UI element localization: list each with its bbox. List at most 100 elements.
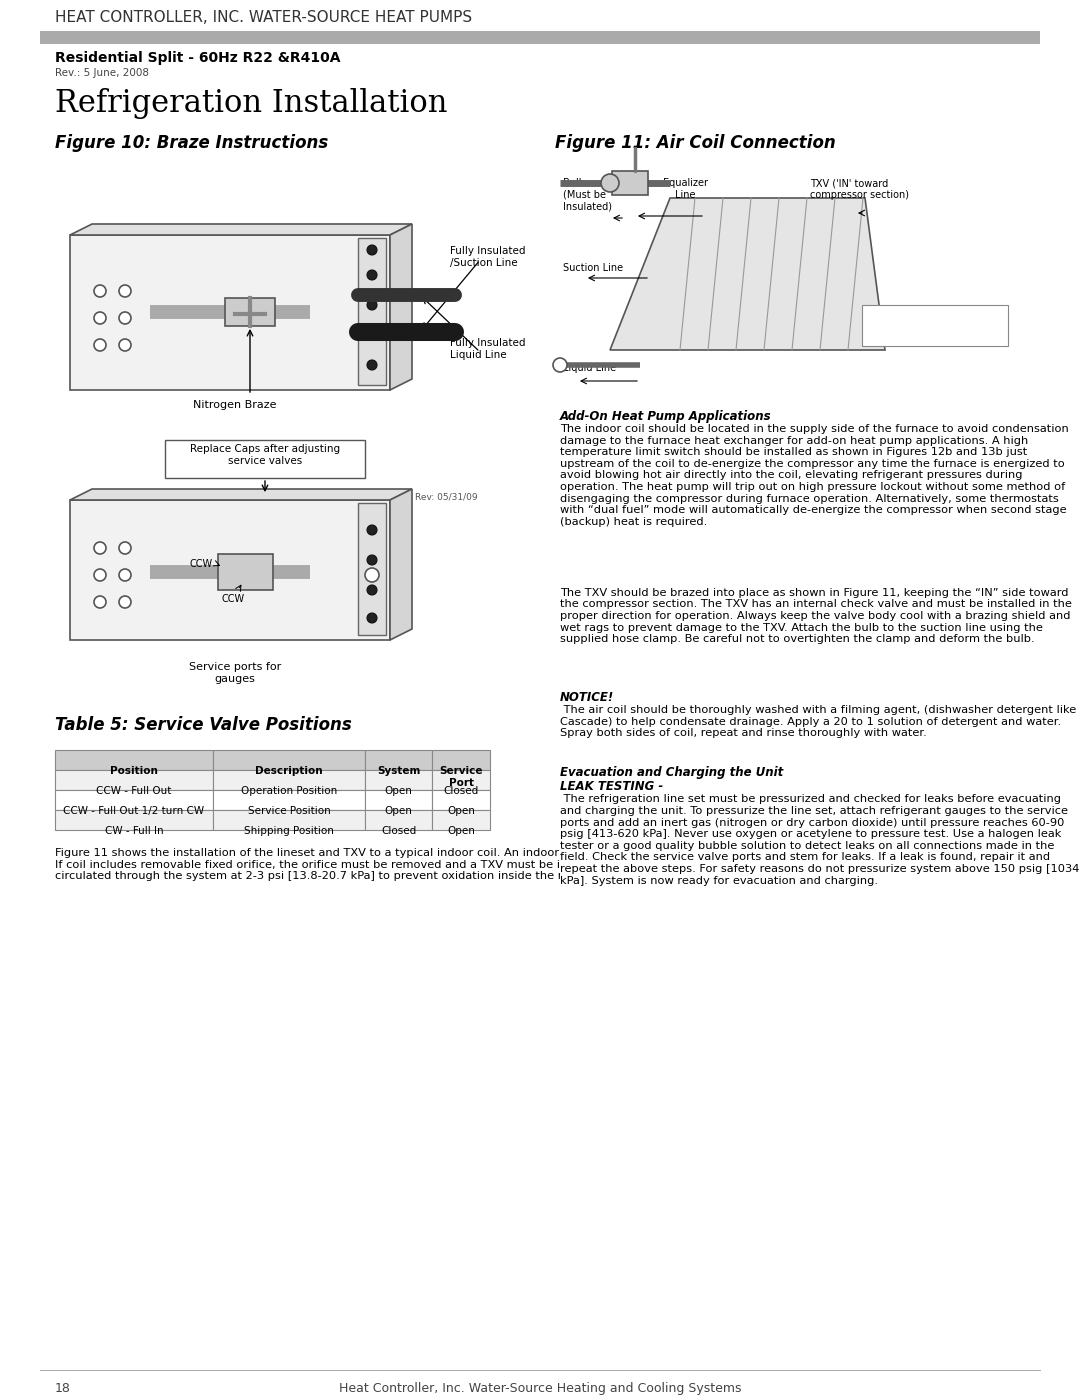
Bar xyxy=(55,770,213,789)
Bar xyxy=(612,170,648,196)
Text: 18: 18 xyxy=(55,1382,71,1396)
Circle shape xyxy=(367,360,377,370)
Text: Figure 11: Air Coil Connection: Figure 11: Air Coil Connection xyxy=(555,134,836,152)
Text: LEAK TESTING -: LEAK TESTING - xyxy=(561,781,663,793)
Text: Open: Open xyxy=(447,806,475,816)
Text: Liquid Line: Liquid Line xyxy=(563,363,616,373)
Text: Add-On Heat Pump Applications: Add-On Heat Pump Applications xyxy=(561,409,771,423)
Text: Table 5: Service Valve Positions: Table 5: Service Valve Positions xyxy=(55,717,352,733)
Circle shape xyxy=(119,597,131,608)
Text: Bulb
(Must be
Insulated): Bulb (Must be Insulated) xyxy=(563,177,612,211)
Bar xyxy=(225,298,275,326)
Text: Residential Split - 60Hz R22 &R410A: Residential Split - 60Hz R22 &R410A xyxy=(55,52,340,66)
Text: Open: Open xyxy=(384,806,413,816)
Text: HEAT CONTROLLER, INC. WATER-SOURCE HEAT PUMPS: HEAT CONTROLLER, INC. WATER-SOURCE HEAT … xyxy=(55,10,472,25)
Text: Service Position: Service Position xyxy=(247,806,330,816)
Circle shape xyxy=(119,312,131,324)
Text: Replace Caps after adjusting
service valves: Replace Caps after adjusting service val… xyxy=(190,444,340,465)
Circle shape xyxy=(119,569,131,581)
Bar xyxy=(432,770,490,789)
Bar xyxy=(55,750,213,770)
Text: The air coil should be thoroughly washed with a filming agent, (dishwasher deter: The air coil should be thoroughly washed… xyxy=(561,705,1077,738)
Text: CCW - Full Out 1/2 turn CW: CCW - Full Out 1/2 turn CW xyxy=(64,806,204,816)
Circle shape xyxy=(367,613,377,623)
Text: Nitrogen Braze: Nitrogen Braze xyxy=(193,400,276,409)
Text: Evacuation and Charging the Unit: Evacuation and Charging the Unit xyxy=(561,767,783,780)
Polygon shape xyxy=(70,224,411,235)
Polygon shape xyxy=(390,224,411,390)
Bar xyxy=(365,750,432,770)
Text: Heat Controller, Inc. Water-Source Heating and Cooling Systems: Heat Controller, Inc. Water-Source Heati… xyxy=(339,1382,741,1396)
Text: Figure 10: Braze Instructions: Figure 10: Braze Instructions xyxy=(55,134,328,152)
Circle shape xyxy=(119,339,131,351)
Text: Fully Insulated
Liquid Line: Fully Insulated Liquid Line xyxy=(450,338,526,360)
Bar xyxy=(55,789,213,810)
Text: Closed: Closed xyxy=(444,787,478,796)
FancyBboxPatch shape xyxy=(862,305,1008,346)
Bar xyxy=(365,789,432,810)
Circle shape xyxy=(94,569,106,581)
Circle shape xyxy=(367,525,377,535)
Circle shape xyxy=(553,358,567,372)
Bar xyxy=(213,750,365,770)
Bar xyxy=(432,810,490,830)
Text: The indoor coil should be located in the supply side of the furnace to avoid con: The indoor coil should be located in the… xyxy=(561,425,1069,527)
Bar xyxy=(432,750,490,770)
Polygon shape xyxy=(610,198,885,351)
Circle shape xyxy=(94,542,106,555)
Bar xyxy=(213,789,365,810)
Bar xyxy=(357,503,386,636)
Text: Refrigeration Installation: Refrigeration Installation xyxy=(55,88,447,119)
Text: TXV has internal
check valve: TXV has internal check valve xyxy=(870,313,950,335)
Bar xyxy=(218,555,273,590)
Bar xyxy=(365,810,432,830)
Circle shape xyxy=(600,175,619,191)
Bar xyxy=(432,789,490,810)
Text: CCW: CCW xyxy=(221,594,244,604)
Text: Fully Insulated
/Suction Line: Fully Insulated /Suction Line xyxy=(450,246,526,268)
Circle shape xyxy=(94,597,106,608)
Circle shape xyxy=(367,270,377,279)
Text: Description: Description xyxy=(255,766,323,775)
Text: Equalizer
Line: Equalizer Line xyxy=(662,177,707,200)
Circle shape xyxy=(367,300,377,310)
Text: NOTICE!: NOTICE! xyxy=(561,692,615,704)
Bar xyxy=(70,500,390,640)
Circle shape xyxy=(119,542,131,555)
Circle shape xyxy=(367,585,377,595)
Bar xyxy=(70,235,390,390)
Text: CW - Full In: CW - Full In xyxy=(105,826,163,835)
Text: Service ports for
gauges: Service ports for gauges xyxy=(189,662,281,683)
Text: Open: Open xyxy=(384,787,413,796)
Text: TXV ('IN' toward
compressor section): TXV ('IN' toward compressor section) xyxy=(810,177,909,200)
Text: Operation Position: Operation Position xyxy=(241,787,337,796)
Polygon shape xyxy=(390,489,411,640)
Text: Open: Open xyxy=(447,826,475,835)
Bar xyxy=(213,770,365,789)
Text: Rev: 05/31/09: Rev: 05/31/09 xyxy=(415,492,477,502)
Circle shape xyxy=(367,330,377,339)
Text: Shipping Position: Shipping Position xyxy=(244,826,334,835)
Bar xyxy=(213,810,365,830)
Text: The TXV should be brazed into place as shown in Figure 11, keeping the “IN” side: The TXV should be brazed into place as s… xyxy=(561,588,1071,644)
Bar xyxy=(357,237,386,386)
Text: The refrigeration line set must be pressurized and checked for leaks before evac: The refrigeration line set must be press… xyxy=(561,795,1079,886)
Text: Rev.: 5 June, 2008: Rev.: 5 June, 2008 xyxy=(55,68,149,78)
Circle shape xyxy=(367,244,377,256)
Text: CCW - Full Out: CCW - Full Out xyxy=(96,787,172,796)
Text: System: System xyxy=(377,766,420,775)
Bar xyxy=(365,770,432,789)
Bar xyxy=(40,31,1040,43)
Circle shape xyxy=(119,285,131,298)
Circle shape xyxy=(94,339,106,351)
Text: Closed: Closed xyxy=(381,826,416,835)
Text: Suction Line: Suction Line xyxy=(563,263,623,272)
Circle shape xyxy=(367,555,377,564)
Bar xyxy=(165,440,365,478)
Text: Service
Port: Service Port xyxy=(440,766,483,788)
Text: Position: Position xyxy=(110,766,158,775)
Circle shape xyxy=(365,569,379,583)
Text: Figure 11 shows the installation of the lineset and TXV to a typical indoor coil: Figure 11 shows the installation of the … xyxy=(55,848,1075,882)
Circle shape xyxy=(94,312,106,324)
Bar xyxy=(55,810,213,830)
